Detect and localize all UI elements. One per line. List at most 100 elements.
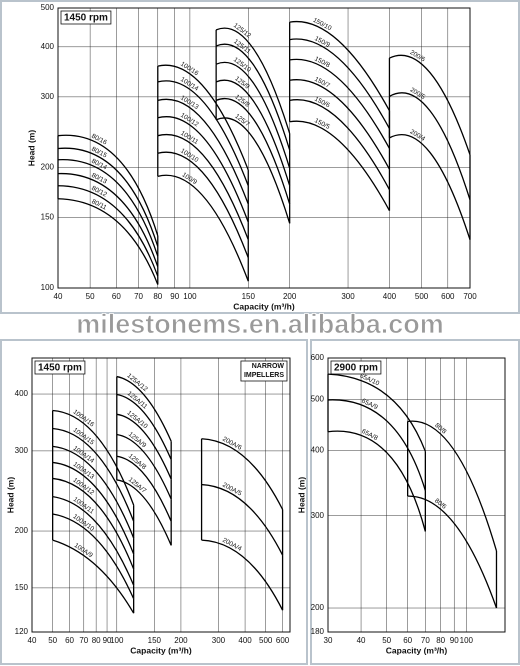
- pump-curve: [289, 120, 391, 211]
- pump-curve: [215, 43, 291, 151]
- x-tick-label: 100: [110, 636, 124, 645]
- x-tick-label: 600: [441, 292, 455, 301]
- plot-frame: [57, 7, 471, 289]
- y-tick-label: 300: [311, 511, 325, 520]
- y-tick-label: 150: [41, 213, 55, 222]
- y-tick-label: 400: [41, 42, 55, 51]
- pump-curve: [215, 27, 291, 134]
- curve-label: 125A/11: [126, 390, 149, 411]
- pump-curve: [52, 477, 135, 570]
- y-tick-label: 200: [15, 526, 29, 535]
- x-tick-label: 300: [212, 636, 226, 645]
- x-tick-label: 200: [174, 636, 188, 645]
- x-tick-label: 70: [421, 636, 430, 645]
- curve-label: 100A/10: [71, 513, 95, 533]
- plot-frame: [327, 357, 506, 633]
- x-tick-label: 40: [28, 636, 37, 645]
- pump-curve: [116, 413, 172, 480]
- x-tick-label: 700: [463, 292, 477, 301]
- x-tick-label: 80: [92, 636, 101, 645]
- pump-curve: [157, 174, 249, 282]
- banner: milestonems.en.alibaba.com: [76, 309, 444, 339]
- pump-curve: [289, 99, 391, 190]
- pump-curve: [52, 496, 135, 586]
- pump-curve: [157, 64, 249, 171]
- y-tick-label: 400: [15, 389, 29, 398]
- x-tick-label: 60: [112, 292, 121, 301]
- x-tick-label: 90: [450, 636, 459, 645]
- y-tick-label: 200: [41, 163, 55, 172]
- pump-curve: [289, 38, 391, 129]
- x-tick-label: 150: [148, 636, 162, 645]
- x-tick-label: 40: [54, 292, 63, 301]
- x-tick-label: 150: [242, 292, 256, 301]
- x-tick-label: 400: [383, 292, 397, 301]
- x-tick-label: 50: [382, 636, 391, 645]
- pump-curve: [52, 445, 135, 539]
- chart: 30 40 50 60 70 80 90 100 180 200 300 400 500 600 Capac…: [296, 353, 506, 655]
- top-panel: [0, 0, 520, 314]
- x-axis-label: Capacity (m³/h): [233, 301, 295, 311]
- pump-curve: [57, 198, 159, 285]
- pump-curve: [289, 20, 391, 112]
- title-box: [34, 360, 86, 375]
- pump-curve: [52, 461, 135, 555]
- x-axis-label: Capacity (m³/h): [130, 645, 192, 655]
- title-box: [330, 360, 382, 375]
- pump-curve: [215, 79, 291, 186]
- pump-curve: [289, 58, 391, 149]
- curve-label: 150/10: [312, 17, 333, 33]
- y-tick-label: 500: [41, 3, 55, 12]
- x-tick-label: 80: [436, 636, 445, 645]
- y-axis-label: Head (m): [296, 477, 306, 514]
- x-tick-label: 50: [86, 292, 95, 301]
- y-tick-label: 600: [311, 353, 325, 362]
- x-tick-label: 70: [79, 636, 88, 645]
- pump-curve: [116, 433, 172, 500]
- pump-curve: [52, 427, 135, 522]
- pump-curve: [389, 133, 471, 240]
- pump-curve: [52, 539, 135, 614]
- curve-label: 65A/10: [359, 372, 381, 387]
- pump-curve: [201, 539, 284, 611]
- note-text: NARROW: [252, 363, 285, 370]
- pump-curve: [157, 98, 249, 205]
- x-tick-label: 600: [276, 636, 290, 645]
- left-panel: [0, 339, 308, 665]
- y-tick-label: 400: [311, 445, 325, 454]
- pump-curve: [215, 117, 291, 224]
- y-tick-label: 100: [41, 283, 55, 292]
- y-tick-label: 300: [15, 446, 29, 455]
- pump-curve: [116, 455, 172, 522]
- pump-curve: [215, 61, 291, 169]
- curve-label: 125A/10: [125, 410, 149, 431]
- pump-curve: [57, 147, 159, 247]
- title-box: [60, 10, 112, 25]
- y-tick-label: 500: [311, 395, 325, 404]
- pump-curve: [116, 375, 172, 442]
- y-tick-label: 120: [15, 627, 29, 636]
- pump-curve: [407, 495, 498, 609]
- pump-curve: [389, 92, 471, 201]
- x-tick-label: 90: [103, 636, 112, 645]
- x-tick-label: 40: [357, 636, 366, 645]
- chart-title: 2900 rpm: [334, 363, 378, 374]
- pump-curve: [57, 159, 159, 257]
- y-tick-label: 180: [311, 627, 325, 636]
- pump-curve: [327, 430, 426, 532]
- x-tick-label: 100: [460, 636, 474, 645]
- y-axis-label: Head (m): [5, 477, 15, 514]
- pump-curve: [215, 98, 291, 205]
- curve-label: 100A/12: [72, 477, 96, 497]
- pump-curve: [116, 479, 172, 546]
- x-tick-label: 90: [170, 292, 179, 301]
- x-tick-label: 300: [341, 292, 355, 301]
- pump-curve: [116, 393, 172, 460]
- right-panel: [310, 339, 520, 665]
- note-box: [240, 360, 288, 382]
- x-tick-label: 100: [183, 292, 197, 301]
- x-tick-label: 500: [259, 636, 273, 645]
- pump-curve: [157, 133, 249, 240]
- pump-curve: [389, 54, 471, 156]
